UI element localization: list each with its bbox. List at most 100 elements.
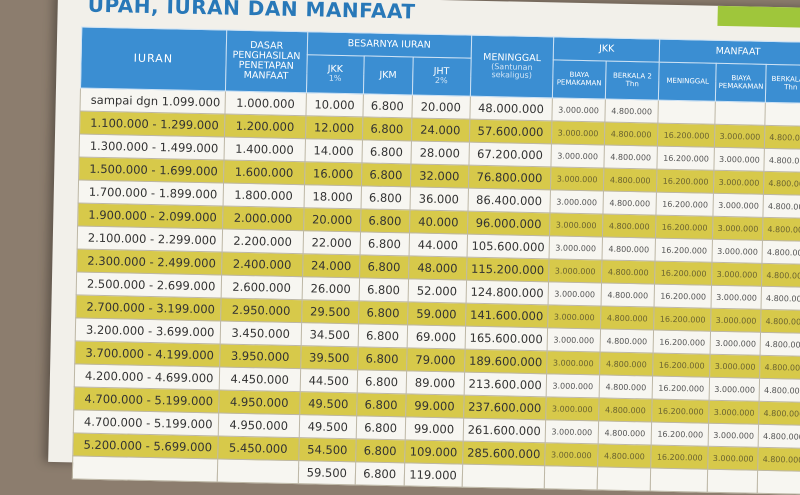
jkk-cell: 39.500 — [300, 345, 358, 370]
meninggal2-cell: 16.200.000 — [654, 261, 713, 286]
biaya2-cell: 3.000.000 — [710, 308, 762, 333]
header-santunan: (Santunan sekaligus) — [491, 61, 533, 80]
green-corner-band — [717, 5, 800, 29]
meninggal-cell: 67.200.000 — [468, 142, 552, 167]
berkala2-cell: 4.800.000 — [760, 332, 800, 357]
berkala-cell — [596, 466, 652, 492]
berkala2-cell: 4.800.000 — [762, 217, 800, 242]
biaya-cell: 3.000.000 — [545, 419, 599, 444]
biaya2-cell: 3.000.000 — [714, 147, 765, 172]
dasar-cell: 2.950.000 — [220, 297, 303, 323]
jkm-cell: 6.800 — [354, 461, 405, 486]
dasar-cell — [216, 458, 299, 484]
meninggal2-cell: 16.200.000 — [657, 146, 715, 171]
meninggal-cell: 213.600.000 — [463, 372, 547, 397]
meninggal-cell: 141.600.000 — [465, 303, 549, 328]
jht-cell: 99.000 — [404, 416, 464, 442]
biaya2-cell: 3.000.000 — [711, 262, 763, 287]
header-manfaat: MANFAAT — [659, 39, 800, 66]
jkm-cell: 6.800 — [361, 139, 412, 164]
jkk-cell: 24.000 — [302, 253, 360, 278]
dasar-cell: 1.400.000 — [223, 137, 306, 162]
biaya-cell: 3.000.000 — [549, 235, 603, 260]
meninggal2-cell — [650, 468, 709, 493]
dasar-cell: 2.600.000 — [220, 274, 303, 300]
berkala-cell: 4.800.000 — [599, 328, 654, 354]
dasar-cell: 2.000.000 — [222, 205, 305, 231]
jht-cell: 44.000 — [408, 232, 468, 258]
biaya2-cell: 3.000.000 — [713, 193, 764, 218]
jkk-cell: 59.500 — [298, 460, 356, 485]
berkala2-cell: 4.800.000 — [764, 148, 800, 173]
meninggal2-cell: 16.200.000 — [652, 353, 711, 378]
jkm-cell: 6.800 — [361, 162, 411, 187]
jkm-cell: 6.800 — [359, 254, 409, 279]
header-jkk-pct: 1% — [328, 73, 342, 84]
biaya-cell — [544, 465, 598, 490]
jkm-cell: 6.800 — [362, 93, 413, 118]
jkk-cell: 49.500 — [299, 414, 357, 439]
range-cell: 2.300.000 - 2.499.000 — [76, 248, 222, 275]
jkk-cell: 12.000 — [305, 115, 363, 140]
page-title: UPAH, IURAN DAN MANFAAT — [87, 0, 416, 24]
range-cell: 1.700.000 - 1.899.000 — [78, 179, 224, 206]
meninggal2-cell: 16.200.000 — [653, 307, 712, 332]
jht-cell: 69.000 — [406, 324, 466, 350]
berkala-cell: 4.800.000 — [600, 282, 655, 308]
berkala-cell: 4.800.000 — [603, 167, 658, 193]
berkala2-cell: 4.800.000 — [757, 447, 800, 472]
biaya-cell: 3.000.000 — [545, 396, 599, 421]
jkm-cell: 6.800 — [360, 185, 411, 210]
jkk-cell: 29.500 — [301, 299, 359, 324]
jkm-cell: 6.800 — [357, 323, 408, 348]
meninggal2-cell: 16.200.000 — [654, 284, 712, 309]
biaya-cell: 3.000.000 — [547, 327, 601, 352]
jht-cell: 89.000 — [405, 370, 465, 396]
header-jkk: JKK 1% — [306, 54, 364, 94]
dasar-cell: 1.200.000 — [224, 114, 306, 139]
jht-cell: 40.000 — [409, 209, 468, 235]
berkala-cell: 4.800.000 — [602, 190, 657, 216]
meninggal-cell: 261.600.000 — [462, 418, 546, 443]
berkala-cell: 4.800.000 — [597, 420, 652, 446]
meninggal-cell: 285.600.000 — [462, 441, 546, 466]
meninggal2-cell: 16.200.000 — [655, 238, 713, 263]
jkk-cell: 18.000 — [304, 184, 362, 209]
biaya2-cell: 3.000.000 — [709, 400, 760, 425]
berkala2-cell: 4.800.000 — [761, 263, 800, 288]
jht-cell: 59.000 — [407, 301, 466, 327]
berkala-cell: 4.800.000 — [602, 213, 657, 239]
jkk-cell: 20.000 — [303, 207, 361, 232]
header-jkm: JKM — [363, 55, 413, 95]
jht-cell: 99.000 — [405, 393, 464, 419]
meninggal2-cell: 16.200.000 — [656, 192, 714, 217]
biaya2-cell: 3.000.000 — [714, 124, 766, 149]
biaya-cell: 3.000.000 — [550, 189, 604, 214]
berkala2-cell: 4.800.000 — [759, 378, 800, 403]
header-berkala-2: BERKALA 2 Thn — [765, 64, 800, 104]
biaya2-cell: 3.000.000 — [712, 216, 764, 241]
jkk-cell: 44.500 — [300, 368, 358, 393]
meninggal2-cell: 16.200.000 — [651, 422, 710, 447]
jkm-cell: 6.800 — [357, 346, 407, 371]
biaya2-cell — [715, 101, 766, 126]
header-biaya-2: BIAYA PEMAKAMAN — [715, 63, 767, 103]
meninggal-cell: 189.600.000 — [464, 349, 548, 374]
dasar-cell: 2.200.000 — [221, 228, 304, 254]
biaya2-cell: 3.000.000 — [709, 377, 760, 402]
header-besarnya-iuran: BESARNYA IURAN — [307, 31, 472, 59]
biaya2-cell: 3.000.000 — [710, 331, 761, 356]
meninggal2-cell: 16.200.000 — [656, 169, 715, 194]
range-cell: 1.300.000 - 1.499.000 — [79, 133, 225, 161]
biaya-cell: 3.000.000 — [547, 304, 601, 329]
biaya-cell: 3.000.000 — [552, 97, 606, 122]
berkala-cell: 4.800.000 — [597, 443, 652, 469]
header-iuran: IURAN — [80, 27, 227, 92]
biaya-cell: 3.000.000 — [549, 212, 603, 237]
berkala2-cell — [757, 470, 800, 495]
meninggal-cell: 96.000.000 — [467, 211, 551, 236]
meninggal2-cell: 16.200.000 — [655, 215, 714, 240]
range-cell: 2.100.000 - 2.299.000 — [77, 225, 223, 252]
range-cell: 1.100.000 - 1.299.000 — [79, 110, 225, 138]
meninggal-cell: 86.400.000 — [467, 188, 551, 213]
